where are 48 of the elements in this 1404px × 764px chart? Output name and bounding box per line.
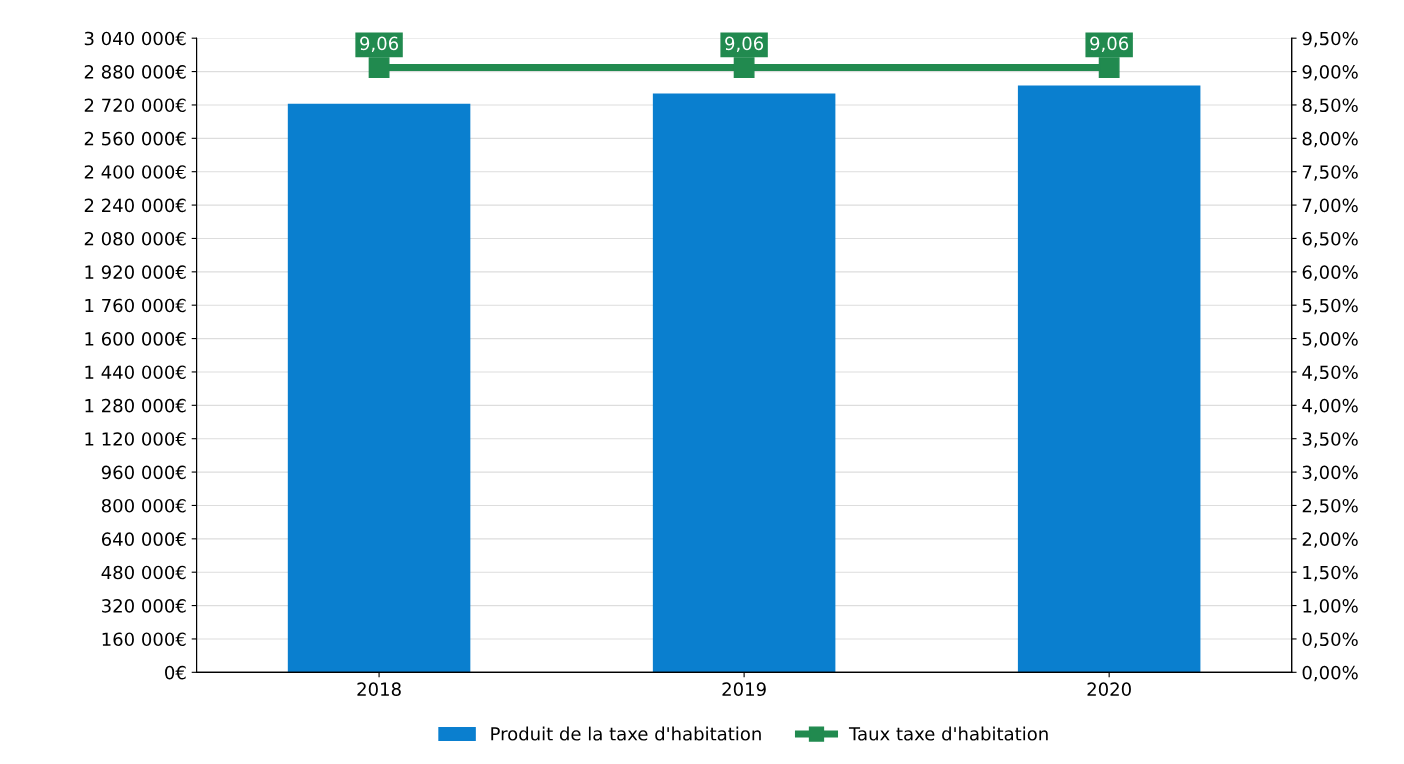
y-tick-label: 1 920 000€: [85, 265, 186, 279]
y-tick-label: 2 720 000€: [84, 98, 186, 113]
y2-tick-label: 6,00%: [1302, 265, 1358, 281]
y-tick-label: 0€: [165, 665, 186, 680]
y-tick-label: 1 280 000€: [85, 398, 186, 413]
data-label: 9,06: [360, 36, 399, 53]
y-tick-label: 160 000€: [102, 632, 186, 647]
legend-label: Taux taxe d'habitation: [848, 726, 1048, 741]
y-tick-label: 2 400 000€: [84, 165, 186, 179]
y2-tick-label: 3,50%: [1302, 432, 1358, 448]
x-tick-label: 2019: [722, 682, 766, 697]
y2-tick-label: 9,00%: [1302, 65, 1358, 81]
legend-label: Produit de la taxe d'habitation: [491, 726, 761, 741]
x-tick-label: 2020: [1087, 682, 1131, 697]
y2-tick-label: 8,00%: [1302, 131, 1358, 148]
y-tick-label: 1 600 000€: [85, 332, 186, 346]
y2-tick-label: 7,00%: [1302, 198, 1358, 215]
y2-tick-label: 3,00%: [1302, 465, 1358, 482]
y2-tick-label: 2,00%: [1302, 532, 1358, 548]
y-tick-label: 2 560 000€: [84, 131, 186, 146]
y-tick-label: 1 120 000€: [85, 432, 186, 446]
y2-tick-label: 1,00%: [1303, 599, 1358, 615]
y2-tick-label: 0,00%: [1302, 665, 1358, 682]
y-tick-label: 2 240 000€: [84, 198, 186, 213]
y-tick-label: 1 440 000€: [85, 365, 186, 380]
y2-tick-label: 2,50%: [1302, 498, 1358, 515]
y-tick-label: 480 000€: [101, 565, 186, 580]
y2-tick-label: 6,50%: [1302, 231, 1358, 248]
y2-tick-label: 5,00%: [1302, 332, 1358, 348]
data-label: 9,06: [725, 36, 764, 53]
y-tick-label: 960 000€: [101, 465, 186, 480]
y2-tick-label: 9,50%: [1302, 31, 1358, 48]
y-tick-label: 2 880 000€: [84, 65, 186, 79]
y2-tick-label: 1,50%: [1303, 565, 1358, 582]
y-tick-label: 320 000€: [102, 599, 186, 613]
y-tick-label: 2 080 000€: [84, 231, 186, 246]
y2-tick-label: 4,50%: [1302, 365, 1358, 381]
data-label: 9,06: [1090, 36, 1129, 53]
x-tick-label: 2018: [357, 682, 401, 697]
y-tick-label: 1 760 000€: [85, 298, 186, 313]
y-tick-label: 800 000€: [101, 498, 186, 513]
y2-tick-label: 8,50%: [1302, 98, 1358, 114]
y-tick-label: 640 000€: [101, 532, 186, 546]
y2-tick-label: 5,50%: [1302, 298, 1358, 315]
y2-tick-label: 4,00%: [1302, 398, 1358, 415]
y-tick-label: 3 040 000€: [84, 31, 186, 46]
y2-tick-label: 0,50%: [1302, 632, 1358, 648]
y2-tick-label: 7,50%: [1302, 165, 1358, 181]
